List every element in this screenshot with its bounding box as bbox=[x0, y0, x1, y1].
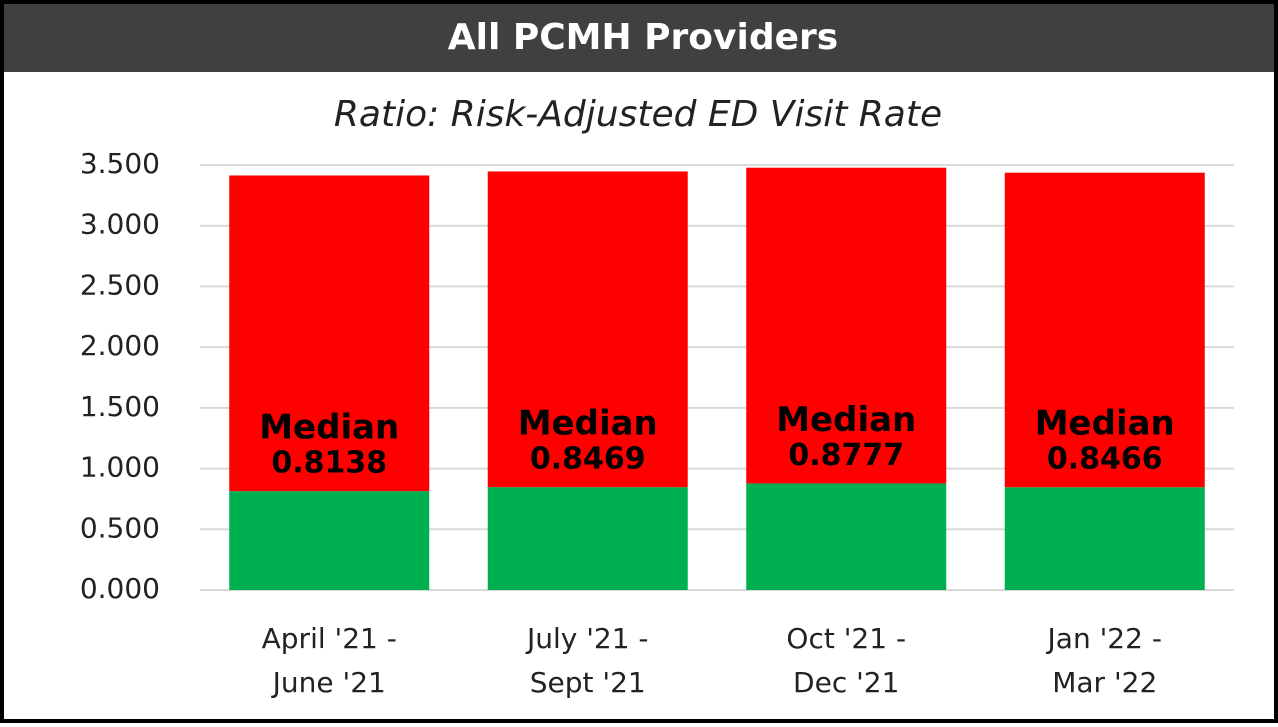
chart-subtitle: Ratio: Risk-Adjusted ED Visit Rate bbox=[334, 94, 942, 135]
data-label-title: Median bbox=[1035, 404, 1175, 444]
header-band bbox=[4, 4, 1274, 72]
chart-title: All PCMH Providers bbox=[448, 17, 838, 58]
y-tick-label: 3.500 bbox=[80, 147, 160, 180]
bar-segment bbox=[229, 175, 430, 492]
y-tick-label: 1.000 bbox=[80, 451, 160, 484]
bar-segment bbox=[487, 487, 688, 590]
bar-segment bbox=[746, 167, 947, 484]
data-label: 0.8777 bbox=[788, 438, 904, 473]
bar-segment bbox=[1004, 487, 1205, 590]
x-tick-label: Sept '21 bbox=[530, 666, 646, 699]
data-label-title: Median bbox=[518, 404, 658, 444]
bar-segment bbox=[229, 491, 430, 590]
data-label: 0.8466 bbox=[1047, 442, 1163, 477]
x-tick-label: June '21 bbox=[271, 666, 386, 699]
x-tick-label: Dec '21 bbox=[793, 666, 899, 699]
x-tick-label: Oct '21 - bbox=[786, 622, 906, 655]
data-label-title: Median bbox=[259, 408, 399, 448]
y-tick-label: 2.500 bbox=[80, 268, 160, 301]
y-tick-label: 0.000 bbox=[80, 572, 160, 605]
data-label-title: Median bbox=[776, 400, 916, 440]
y-tick-label: 1.500 bbox=[80, 390, 160, 423]
bar-segment bbox=[1004, 172, 1205, 488]
x-tick-label: July '21 - bbox=[525, 622, 649, 655]
data-label: 0.8469 bbox=[530, 442, 646, 477]
x-tick-label: Mar '22 bbox=[1052, 666, 1157, 699]
bar-segment bbox=[487, 171, 688, 488]
bar-segment bbox=[746, 483, 947, 590]
x-tick-label: April '21 - bbox=[262, 622, 397, 655]
x-tick-label: Jan '22 - bbox=[1046, 622, 1162, 655]
y-tick-label: 3.000 bbox=[80, 208, 160, 241]
y-tick-label: 2.000 bbox=[80, 329, 160, 362]
y-tick-label: 0.500 bbox=[80, 511, 160, 544]
data-label: 0.8138 bbox=[271, 446, 387, 481]
